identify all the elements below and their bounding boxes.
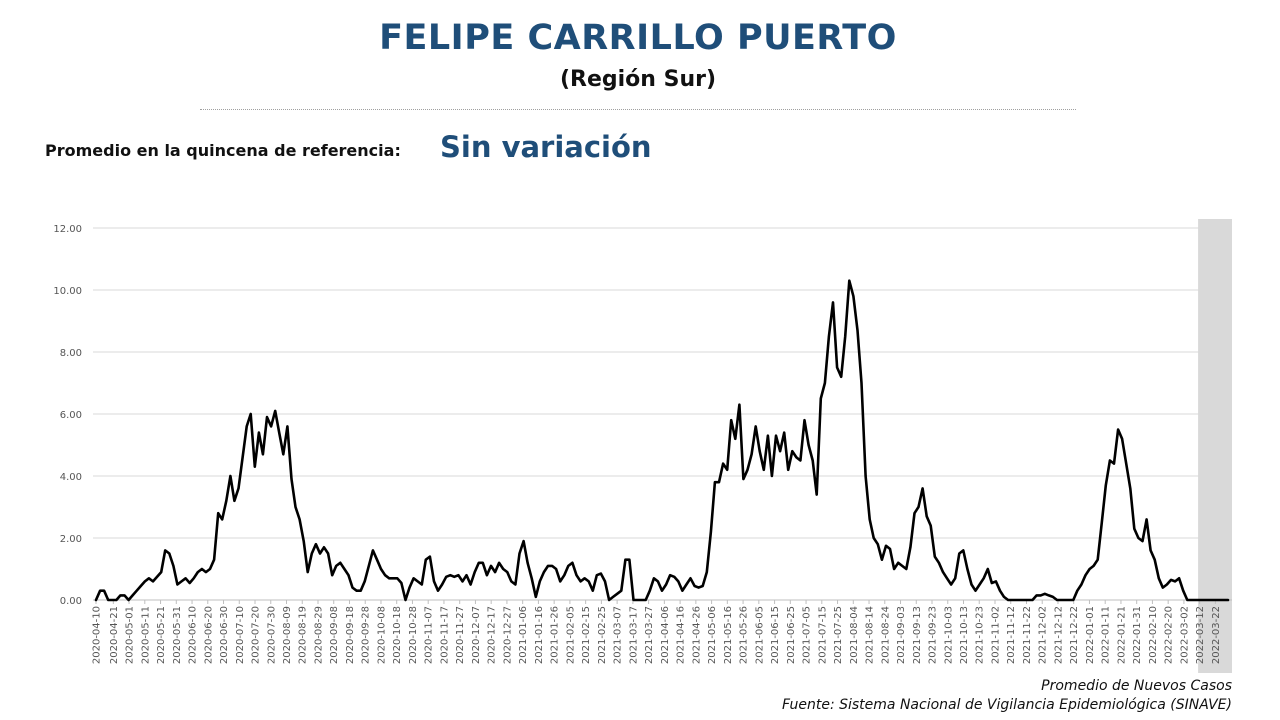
y-tick-label: 2.00	[60, 534, 82, 545]
x-tick-label: 2021-08-04	[849, 606, 860, 664]
x-tick-label: 2020-10-18	[392, 606, 403, 664]
x-tick-label: 2021-10-03	[943, 606, 954, 664]
divider	[200, 109, 1076, 110]
reference-label: Promedio en la quincena de referencia:	[45, 141, 401, 160]
x-tick-label: 2020-07-30	[266, 606, 277, 664]
x-tick-label: 2021-02-05	[565, 606, 576, 664]
y-tick-label: 10.00	[53, 286, 82, 297]
x-tick-label: 2021-05-06	[707, 606, 718, 664]
x-tick-label: 2020-10-28	[408, 606, 419, 664]
x-tick-label: 2021-06-05	[754, 606, 765, 664]
x-tick-label: 2020-09-28	[361, 606, 372, 664]
footer-caption: Promedio de Nuevos Casos	[1041, 678, 1232, 694]
x-tick-label: 2022-01-31	[1132, 606, 1143, 664]
reference-value: Sin variación	[440, 130, 652, 164]
x-tick-label: 2020-07-10	[235, 606, 246, 664]
x-tick-label: 2020-11-27	[455, 606, 466, 664]
x-tick-label: 2021-12-02	[1038, 606, 1049, 664]
series-line	[94, 279, 1230, 602]
x-tick-label: 2022-02-20	[1164, 606, 1175, 664]
x-tick-label: 2021-06-15	[770, 606, 781, 664]
x-tick-label: 2021-07-05	[802, 606, 813, 664]
x-tick-label: 2021-11-02	[990, 606, 1001, 664]
x-tick-label: 2021-07-15	[817, 606, 828, 664]
x-tick-label: 2020-05-21	[156, 606, 167, 664]
x-tick-label: 2021-12-22	[1069, 606, 1080, 664]
x-tick-label: 2021-09-23	[928, 606, 939, 664]
x-tick-label: 2021-01-16	[534, 606, 545, 664]
y-tick-label: 8.00	[60, 348, 82, 359]
x-tick-label: 2022-02-10	[1148, 606, 1159, 664]
x-tick-label: 2022-03-22	[1211, 606, 1222, 664]
page-subtitle: (Región Sur)	[559, 67, 717, 92]
x-tick-label: 2020-10-08	[376, 606, 387, 664]
x-tick-label: 2020-08-29	[313, 606, 324, 664]
x-tick-label: 2020-06-30	[219, 606, 230, 664]
x-tick-label: 2022-03-12	[1195, 606, 1206, 664]
page-title: FELIPE CARRILLO PUERTO	[379, 18, 897, 58]
x-tick-label: 2020-06-20	[203, 606, 214, 664]
x-tick-label: 2021-03-07	[613, 606, 624, 664]
x-tick-label: 2022-03-02	[1179, 606, 1190, 664]
x-tick-label: 2020-05-01	[125, 606, 136, 664]
x-tick-label: 2022-01-01	[1085, 606, 1096, 664]
x-tick-label: 2021-04-06	[660, 606, 671, 664]
x-tick-label: 2020-08-09	[282, 606, 293, 664]
x-tick-label: 2020-08-19	[298, 606, 309, 664]
x-tick-label: 2020-09-18	[345, 606, 356, 664]
x-tick-label: 2020-11-17	[439, 606, 450, 664]
x-tick-label: 2020-11-07	[424, 606, 435, 664]
x-tick-label: 2021-09-13	[912, 606, 923, 664]
x-tick-label: 2021-06-25	[786, 606, 797, 664]
x-tick-label: 2021-05-26	[739, 606, 750, 664]
x-tick-label: 2022-01-21	[1116, 606, 1127, 664]
x-tick-label: 2021-11-22	[1022, 606, 1033, 664]
x-tick-label: 2021-08-14	[865, 606, 876, 664]
x-tick-label: 2021-01-06	[518, 606, 529, 664]
x-tick-label: 2020-06-10	[188, 606, 199, 664]
x-tick-label: 2020-05-11	[140, 606, 151, 664]
x-tick-label: 2020-04-10	[92, 606, 103, 664]
x-tick-label: 2020-12-27	[502, 606, 513, 664]
x-tick-label: 2020-12-07	[471, 606, 482, 664]
x-tick-label: 2022-01-11	[1101, 606, 1112, 664]
y-tick-label: 12.00	[53, 224, 82, 235]
x-tick-label: 2021-05-16	[723, 606, 734, 664]
x-tick-label: 2021-03-27	[644, 606, 655, 664]
shaded-region	[1198, 219, 1232, 673]
x-tick-label: 2021-09-03	[896, 606, 907, 664]
x-tick-label: 2020-07-20	[251, 606, 262, 664]
x-tick-label: 2021-12-12	[1053, 606, 1064, 664]
x-tick-label: 2021-07-25	[833, 606, 844, 664]
x-tick-label: 2021-01-26	[550, 606, 561, 664]
x-tick-label: 2021-02-15	[581, 606, 592, 664]
x-tick-label: 2021-02-25	[597, 606, 608, 664]
x-tick-label: 2021-04-16	[676, 606, 687, 664]
y-tick-label: 4.00	[60, 472, 82, 483]
x-tick-label: 2021-11-12	[1006, 606, 1017, 664]
x-tick-label: 2020-05-31	[172, 606, 183, 664]
x-tick-label: 2021-04-26	[691, 606, 702, 664]
x-tick-label: 2021-10-23	[975, 606, 986, 664]
y-tick-label: 6.00	[60, 410, 82, 421]
x-tick-label: 2021-03-17	[628, 606, 639, 664]
x-tick-label: 2020-04-21	[109, 606, 120, 664]
footer-source: Fuente: Sistema Nacional de Vigilancia E…	[782, 697, 1232, 713]
x-tick-label: 2021-08-24	[880, 606, 891, 664]
x-tick-label: 2020-12-17	[487, 606, 498, 664]
x-tick-label: 2020-09-08	[329, 606, 340, 664]
y-tick-label: 0.00	[60, 596, 82, 607]
x-tick-label: 2021-10-13	[959, 606, 970, 664]
